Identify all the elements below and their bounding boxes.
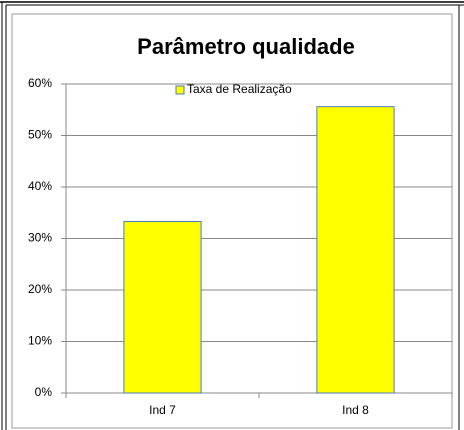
- chart-title: Parâmetro qualidade: [137, 34, 355, 59]
- y-tick-label: 30%: [28, 231, 52, 245]
- chart-area: [11, 13, 453, 429]
- y-tick-label: 50%: [28, 128, 52, 142]
- legend-swatch: [175, 85, 185, 95]
- y-tick-label: 60%: [28, 76, 52, 90]
- y-tick-label: 20%: [28, 282, 52, 296]
- bar: [316, 106, 395, 394]
- y-tick-label: 0%: [35, 385, 53, 399]
- x-tick-label: Ind 8: [342, 403, 369, 417]
- bar: [123, 221, 202, 394]
- x-tick-label: Ind 7: [149, 403, 176, 417]
- y-tick-label: 10%: [28, 334, 52, 348]
- y-tick-label: 40%: [28, 179, 52, 193]
- legend-label: Taxa de Realização: [187, 82, 292, 96]
